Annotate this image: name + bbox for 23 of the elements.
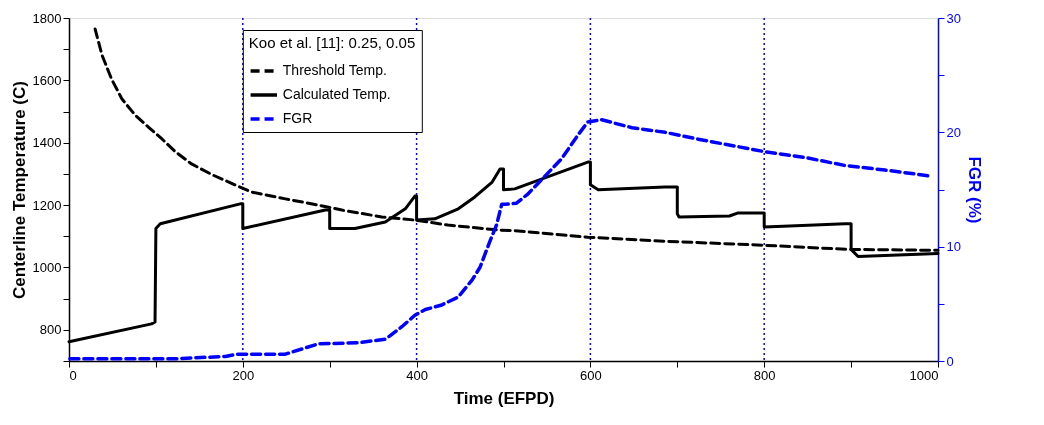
legend-label: FGR (282, 110, 313, 126)
y2-tick-label: 10 (946, 239, 961, 255)
x-tick-label: 0 (69, 367, 77, 383)
y-tick-label: 1600 (32, 72, 62, 88)
legend-title: Koo et al. [11]: 0.25, 0.05 (248, 34, 416, 51)
y-tick-label: 800 (39, 322, 62, 338)
y-axis-title: Centerline Temperature (C) (9, 81, 29, 299)
y2-tick-label: 20 (946, 124, 961, 140)
legend-label: Calculated Temp. (282, 86, 391, 102)
legend-label: Threshold Temp. (282, 62, 387, 78)
x-tick-label: 600 (580, 367, 602, 383)
x-tick-label: 800 (753, 367, 776, 383)
y2-tick-label: 0 (946, 353, 954, 369)
y-tick-label: 1200 (32, 197, 62, 213)
y2-axis-title: FGR (%) (964, 156, 984, 224)
x-tick-label: 400 (406, 367, 428, 383)
y-tick-label: 1000 (32, 259, 62, 275)
x-tick-label: 1000 (909, 367, 939, 383)
x-axis-title: Time (EFPD) (453, 388, 555, 408)
y-tick-label: 1800 (32, 10, 62, 26)
y-tick-label: 1400 (32, 135, 62, 151)
y2-tick-label: 30 (946, 10, 961, 26)
x-tick-label: 200 (232, 367, 255, 383)
